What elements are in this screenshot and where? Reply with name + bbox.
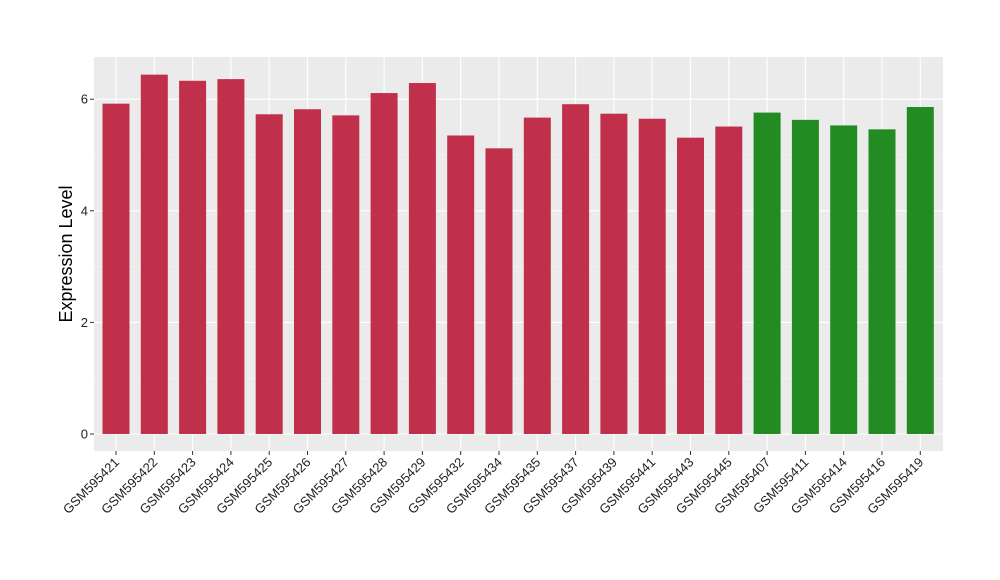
bar-GSM595421 [102, 103, 130, 434]
y-tick-label: 0 [81, 427, 88, 442]
bar-GSM595424 [217, 79, 245, 434]
bar-GSM595422 [140, 74, 168, 434]
bar-GSM595435 [523, 117, 551, 434]
bar-GSM595411 [791, 119, 819, 434]
bar-GSM595434 [485, 148, 513, 434]
bar-GSM595428 [370, 93, 398, 434]
bar-GSM595441 [638, 118, 666, 434]
x-axis: GSM595421GSM595422GSM595423GSM595424GSM5… [60, 451, 926, 517]
bar-GSM595414 [830, 125, 858, 435]
bars-group [102, 74, 934, 435]
bar-GSM595429 [408, 83, 436, 434]
y-tick-label: 6 [81, 92, 88, 107]
y-tick-label: 4 [81, 203, 88, 218]
bar-GSM595439 [600, 113, 628, 434]
bar-GSM595426 [294, 109, 321, 434]
bar-GSM595427 [332, 115, 360, 434]
bar-GSM595419 [906, 107, 934, 435]
y-axis-label: Expression Level [56, 185, 76, 322]
bar-GSM595423 [179, 80, 207, 434]
y-axis: 0 2 4 6 [81, 92, 94, 442]
bar-GSM595445 [715, 126, 743, 435]
bar-GSM595416 [868, 129, 896, 434]
bar-GSM595425 [255, 114, 283, 435]
bar-GSM595437 [562, 104, 590, 435]
y-tick-label: 2 [81, 315, 88, 330]
bar-GSM595407 [753, 112, 781, 434]
bar-GSM595432 [447, 135, 475, 434]
bar-GSM595443 [677, 137, 704, 434]
